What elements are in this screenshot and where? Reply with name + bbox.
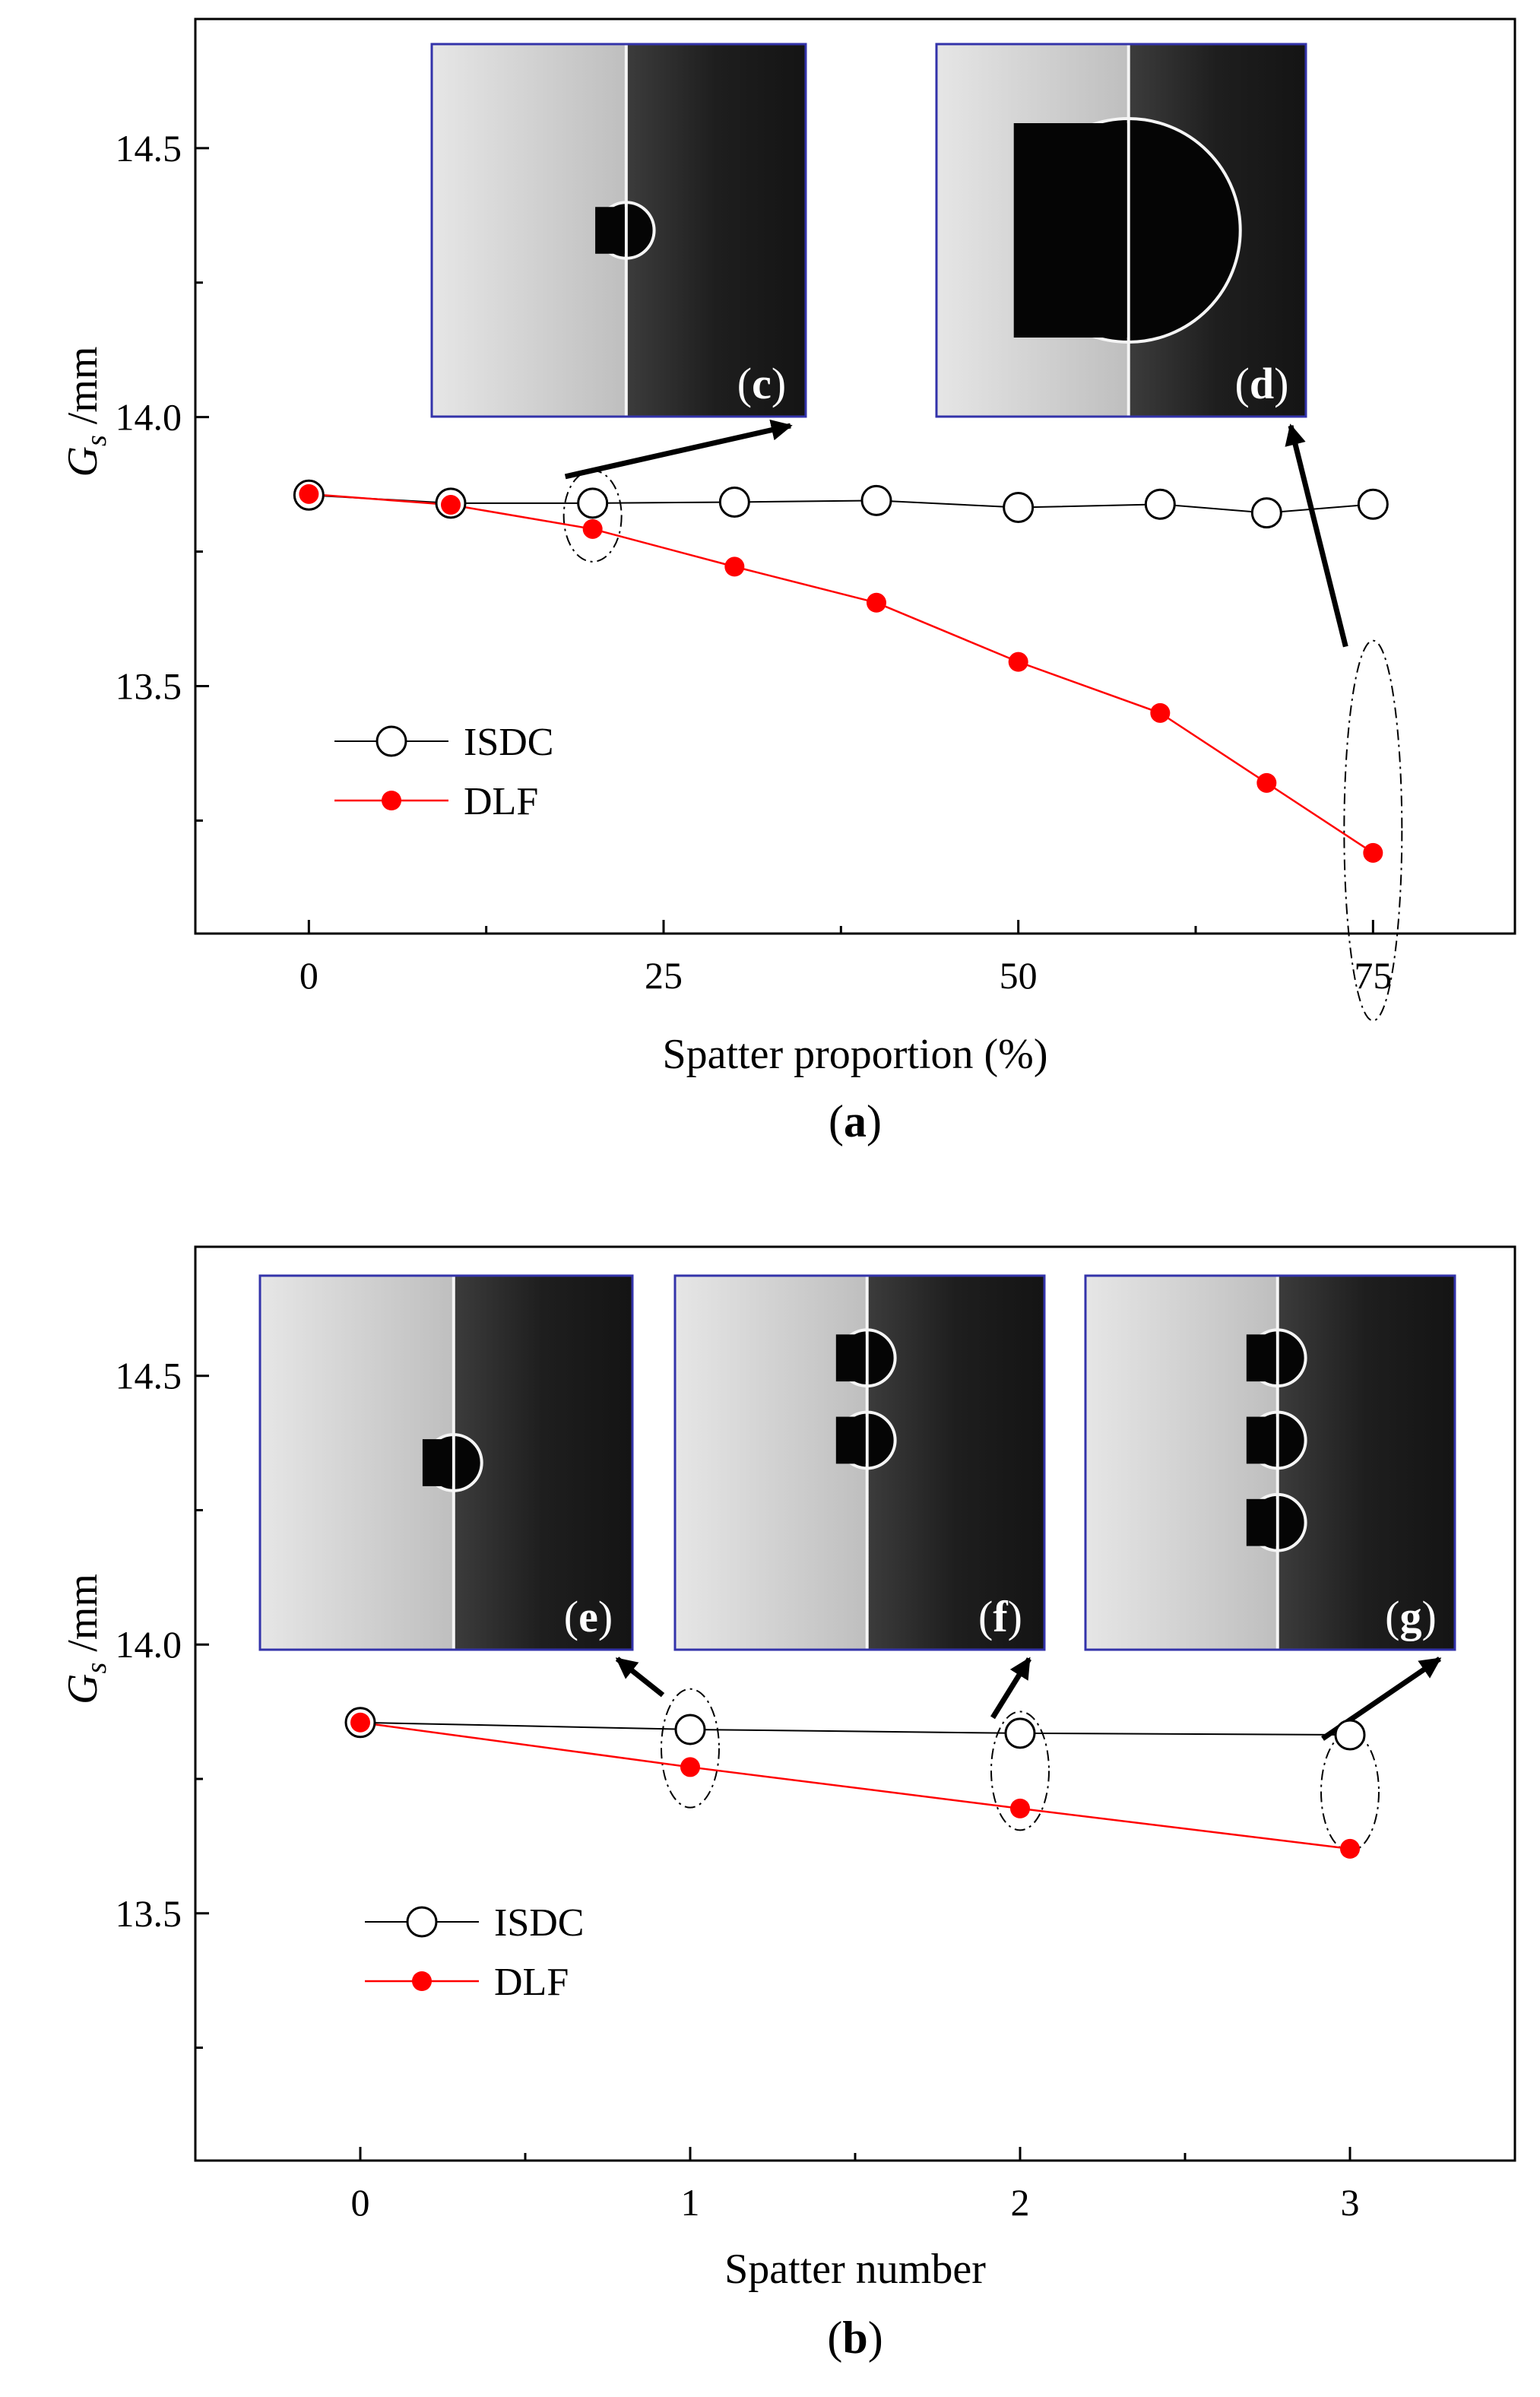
legend-marker-dlf (382, 791, 401, 810)
inset-label: (d) (1235, 359, 1289, 408)
y-tick-label: 14.0 (116, 1623, 182, 1666)
dlf-point (1008, 652, 1028, 672)
inset-dark-region (1277, 1276, 1455, 1650)
spatter-core (1246, 1334, 1276, 1382)
y-tick-label: 14.0 (116, 396, 182, 439)
inset-dark-region (867, 1276, 1044, 1650)
spatter-core (422, 1439, 452, 1486)
pointer-arrow (615, 1657, 665, 1698)
legend-label: ISDC (494, 1901, 584, 1945)
isdc-point (718, 486, 750, 518)
x-tick-label: 3 (1341, 2181, 1360, 2224)
spatter-core (835, 1416, 866, 1464)
spatter-core (595, 207, 625, 254)
series-line-dlf (360, 1721, 1351, 1850)
dlf-point (350, 1712, 370, 1733)
highlight-ellipse (990, 1711, 1050, 1831)
inset-image-c: (c) (430, 43, 807, 418)
x-tick-label: 1 (681, 2181, 700, 2224)
pointer-arrow (564, 419, 793, 480)
pointer-arrow (1285, 423, 1348, 648)
series-line-isdc (360, 1721, 1351, 1736)
highlight-ellipse (1343, 639, 1403, 1022)
y-tick-label: 14.5 (116, 127, 182, 170)
inset-border (1084, 1274, 1456, 1651)
y-axis-label: Gs /mm (59, 1574, 112, 1704)
legend-marker-dlf (412, 1971, 432, 1991)
dlf-point (867, 592, 886, 613)
x-axis-label: Spatter number (724, 2246, 986, 2293)
panel-label: (b) (827, 2313, 882, 2363)
legend-marker-isdc (406, 1906, 438, 1938)
dlf-point (299, 484, 319, 504)
x-tick-label: 2 (1011, 2181, 1030, 2224)
inset-label: (e) (564, 1592, 613, 1641)
y-tick-label: 13.5 (116, 1892, 182, 1935)
inset-label: (c) (737, 359, 786, 408)
inset-border (935, 43, 1307, 418)
chart-panel-b: 0 1 2 3 13.5 14.0 14.5 Spatter number Gs /mm (b) (… (59, 1245, 1516, 2363)
dlf-point (1256, 772, 1277, 793)
x-tick-label: 50 (1000, 954, 1038, 997)
inset-label: (g) (1385, 1592, 1437, 1641)
pointer-arrow (990, 1657, 1031, 1720)
isdc-point (674, 1714, 706, 1745)
x-tick-label: 75 (1354, 954, 1392, 997)
spatter-core (1246, 1416, 1276, 1464)
isdc-point (1004, 1717, 1036, 1749)
isdc-point (1357, 488, 1389, 520)
spatter-core (1013, 123, 1127, 338)
spatter-core (835, 1334, 866, 1382)
inset-border (258, 1274, 634, 1651)
isdc-point (1003, 492, 1035, 524)
isdc-point (1334, 1719, 1366, 1751)
isdc-point (1250, 497, 1282, 529)
isdc-point (1144, 488, 1176, 520)
inset-label: (f) (978, 1592, 1022, 1641)
inset-image-f: (f) (673, 1274, 1046, 1651)
highlight-ellipse (661, 1688, 720, 1809)
y-tick-label: 13.5 (116, 664, 182, 707)
inset-border (673, 1274, 1046, 1651)
series-line-isdc (309, 494, 1374, 514)
inset-border (430, 43, 807, 418)
legend-label: DLF (494, 1961, 569, 2004)
plot-frame (194, 17, 1516, 935)
dlf-point (441, 495, 461, 515)
chart-panel-a: 0 25 50 75 13.5 14.0 14.5 Spatter proportion (%… (59, 17, 1516, 1146)
panel-label: (a) (829, 1096, 882, 1146)
dlf-point (1340, 1838, 1360, 1859)
isdc-point (860, 484, 892, 516)
x-tick-label: 0 (299, 954, 318, 997)
dlf-point (1150, 702, 1171, 723)
dlf-point (1010, 1798, 1030, 1818)
inset-image-d: (d) (935, 43, 1307, 418)
dlf-point (724, 556, 745, 577)
y-axis-label: Gs /mm (59, 347, 112, 477)
x-axis-label: Spatter proportion (%) (663, 1031, 1048, 1078)
dlf-point (680, 1757, 700, 1777)
spatter-core (1246, 1498, 1276, 1546)
inset-image-g: (g) (1084, 1274, 1456, 1651)
dlf-point (582, 518, 603, 539)
legend-label: DLF (464, 780, 538, 823)
isdc-point (577, 487, 609, 519)
inset-image-e: (e) (258, 1274, 634, 1651)
legend-label: ISDC (464, 721, 553, 764)
inset-dark-region (453, 1276, 632, 1650)
x-tick-label: 0 (351, 2181, 370, 2224)
dlf-point (1363, 842, 1383, 863)
x-tick-label: 25 (645, 954, 683, 997)
legend-marker-isdc (375, 725, 407, 757)
y-tick-label: 14.5 (116, 1355, 182, 1397)
inset-dark-region (626, 44, 806, 417)
